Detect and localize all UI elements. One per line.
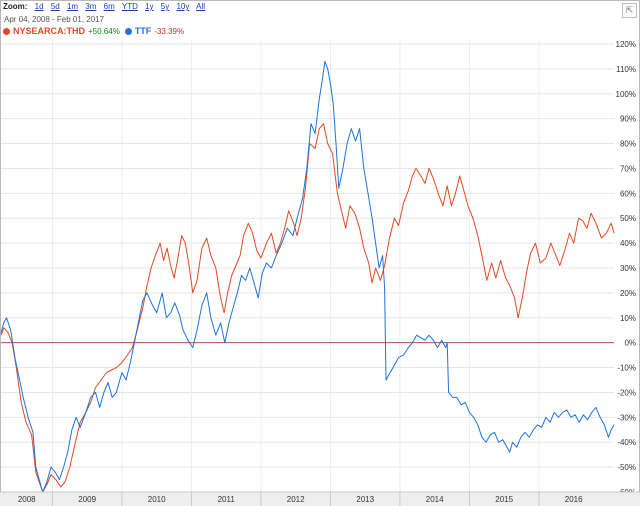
series-thd-change: +50.64% [88,26,120,36]
zoom-bar: Zoom: 1d 5d 1m 3m 6m YTD 1y 5y 10y All [3,2,210,11]
y-tick-label: 20% [620,289,636,298]
y-tick-label: -30% [617,413,636,422]
y-tick-label: 40% [620,239,636,248]
x-tick-label: 2014 [426,495,444,504]
y-tick-label: 30% [620,264,636,273]
y-tick-label: 120% [616,40,636,49]
zoom-all-link[interactable]: All [196,2,206,11]
y-tick-label: 90% [620,115,636,124]
zoom-10y-link[interactable]: 10y [176,2,190,11]
x-axis-strip [0,492,640,506]
zoom-3m-link[interactable]: 3m [85,2,97,11]
x-tick-label: 2010 [148,495,166,504]
series-thd-line [0,123,615,493]
series-thd-symbol[interactable]: NYSEARCA:THD [13,26,85,36]
y-tick-label: 100% [616,90,636,99]
y-tick-label: -10% [617,364,636,373]
series-thd-dot-icon [3,27,10,35]
zoom-1m-link[interactable]: 1m [66,2,79,11]
series-ttf-line [0,60,615,493]
x-tick-label: 2013 [356,495,374,504]
y-tick-label: -40% [617,438,636,447]
x-tick-label: 2008 [18,495,36,504]
y-tick-label: 50% [620,214,636,223]
y-tick-label: 110% [616,65,636,74]
zoom-1y-link[interactable]: 1y [145,2,154,11]
y-tick-label: -20% [617,388,636,397]
series-ttf-dot-icon [124,27,132,35]
zoom-label: Zoom: [3,2,28,11]
series-ttf-symbol[interactable]: TTF [134,26,152,36]
zoom-ytd-link[interactable]: YTD [121,2,138,11]
x-tick-label: 2016 [565,495,583,504]
zoom-5d-link[interactable]: 5d [50,2,60,11]
series-ttf-change: -33.39% [154,26,185,36]
date-range-label: Apr 04, 2008 - Feb 01, 2017 [4,15,105,24]
zoom-1d-link[interactable]: 1d [34,2,44,11]
y-tick-label: -50% [617,463,636,472]
zoom-5y-link[interactable]: 5y [160,2,170,11]
expand-arrows-icon[interactable]: ⇱ [622,3,637,18]
zoom-6m-link[interactable]: 6m [103,2,115,11]
y-tick-label: 0% [624,339,636,348]
y-tick-label: 80% [620,140,636,149]
y-tick-label: 60% [620,189,636,198]
x-tick-label: 2015 [495,495,513,504]
y-tick-label: 10% [620,314,636,323]
x-tick-label: 2012 [287,495,305,504]
x-tick-label: 2011 [218,495,236,504]
legend: NYSEARCA:THD +50.64% TTF -33.39% [3,26,184,36]
y-tick-label: 70% [620,164,636,173]
x-tick-label: 2009 [78,495,96,504]
